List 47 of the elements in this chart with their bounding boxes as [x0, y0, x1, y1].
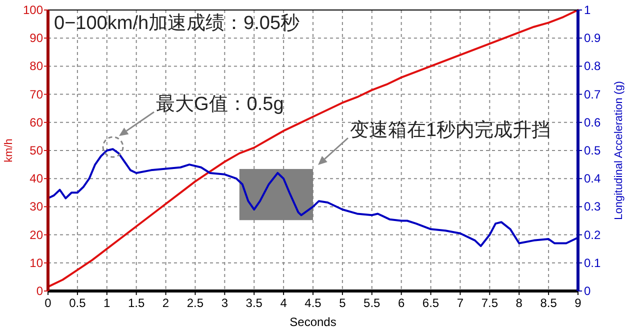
x-axis-title: Seconds: [290, 315, 336, 329]
x-tick-label: 5.5: [364, 296, 381, 310]
x-tick-label: 1: [104, 296, 111, 310]
x-tick-label: 6: [398, 296, 405, 310]
x-tick-label: 7.5: [481, 296, 498, 310]
y2-tick-label: 1: [584, 3, 591, 17]
y-axis-title: km/h: [3, 138, 15, 162]
y-tick-label: 80: [30, 59, 44, 74]
x-tick-label: 4: [280, 296, 288, 310]
x-tick-label: 0.5: [69, 296, 86, 310]
y-tick-label: 20: [30, 228, 44, 242]
x-tick-label: 6.5: [422, 296, 440, 310]
x-tick-label: 1.5: [128, 296, 145, 310]
x-tick-label: 5: [339, 296, 346, 310]
y-tick-label: 50: [30, 144, 44, 158]
chart-title: 0−100km/h加速成绩：9.05秒: [54, 13, 300, 34]
x-tick-label: 0: [44, 296, 52, 310]
y2-tick-label: 0.9: [584, 31, 602, 46]
y-tick-label: 100: [22, 3, 44, 17]
y2-tick-label: 0.4: [584, 172, 602, 186]
x-tick-label: 8.5: [540, 296, 558, 310]
y2-tick-label: 0.7: [584, 87, 602, 102]
y-tick-label: 10: [30, 256, 44, 270]
x-tick-label: 7: [456, 296, 464, 310]
y-tick-label: 60: [30, 115, 44, 130]
annotation: 最大G值：0.5g: [156, 94, 284, 115]
y-tick-label: 40: [30, 172, 44, 186]
x-tick-label: 8: [516, 296, 523, 310]
y2-tick-label: 0.2: [584, 228, 602, 242]
y2-tick-label: 0: [584, 284, 591, 298]
y2-tick-label: 0.1: [584, 256, 602, 270]
y2-axis-title: Longitudinal Acceleration (g): [613, 81, 625, 220]
x-tick-label: 4.5: [304, 296, 322, 310]
y-tick-label: 90: [30, 31, 44, 46]
y-tick-label: 0: [36, 284, 44, 298]
x-tick-label: 3.5: [246, 296, 263, 310]
y2-tick-label: 0.3: [584, 200, 602, 214]
y2-tick-label: 0.6: [584, 115, 602, 130]
annotation: 变速箱在1秒内完成升挡: [350, 120, 551, 141]
y2-tick-label: 0.8: [584, 59, 602, 74]
x-tick-label: 3: [221, 296, 228, 310]
y2-tick-label: 0.5: [584, 144, 602, 158]
x-tick-label: 9: [574, 296, 582, 310]
y-tick-label: 70: [30, 87, 44, 102]
y-tick-label: 30: [30, 200, 44, 214]
x-tick-label: 2: [162, 296, 170, 310]
x-tick-label: 2.5: [186, 296, 204, 310]
